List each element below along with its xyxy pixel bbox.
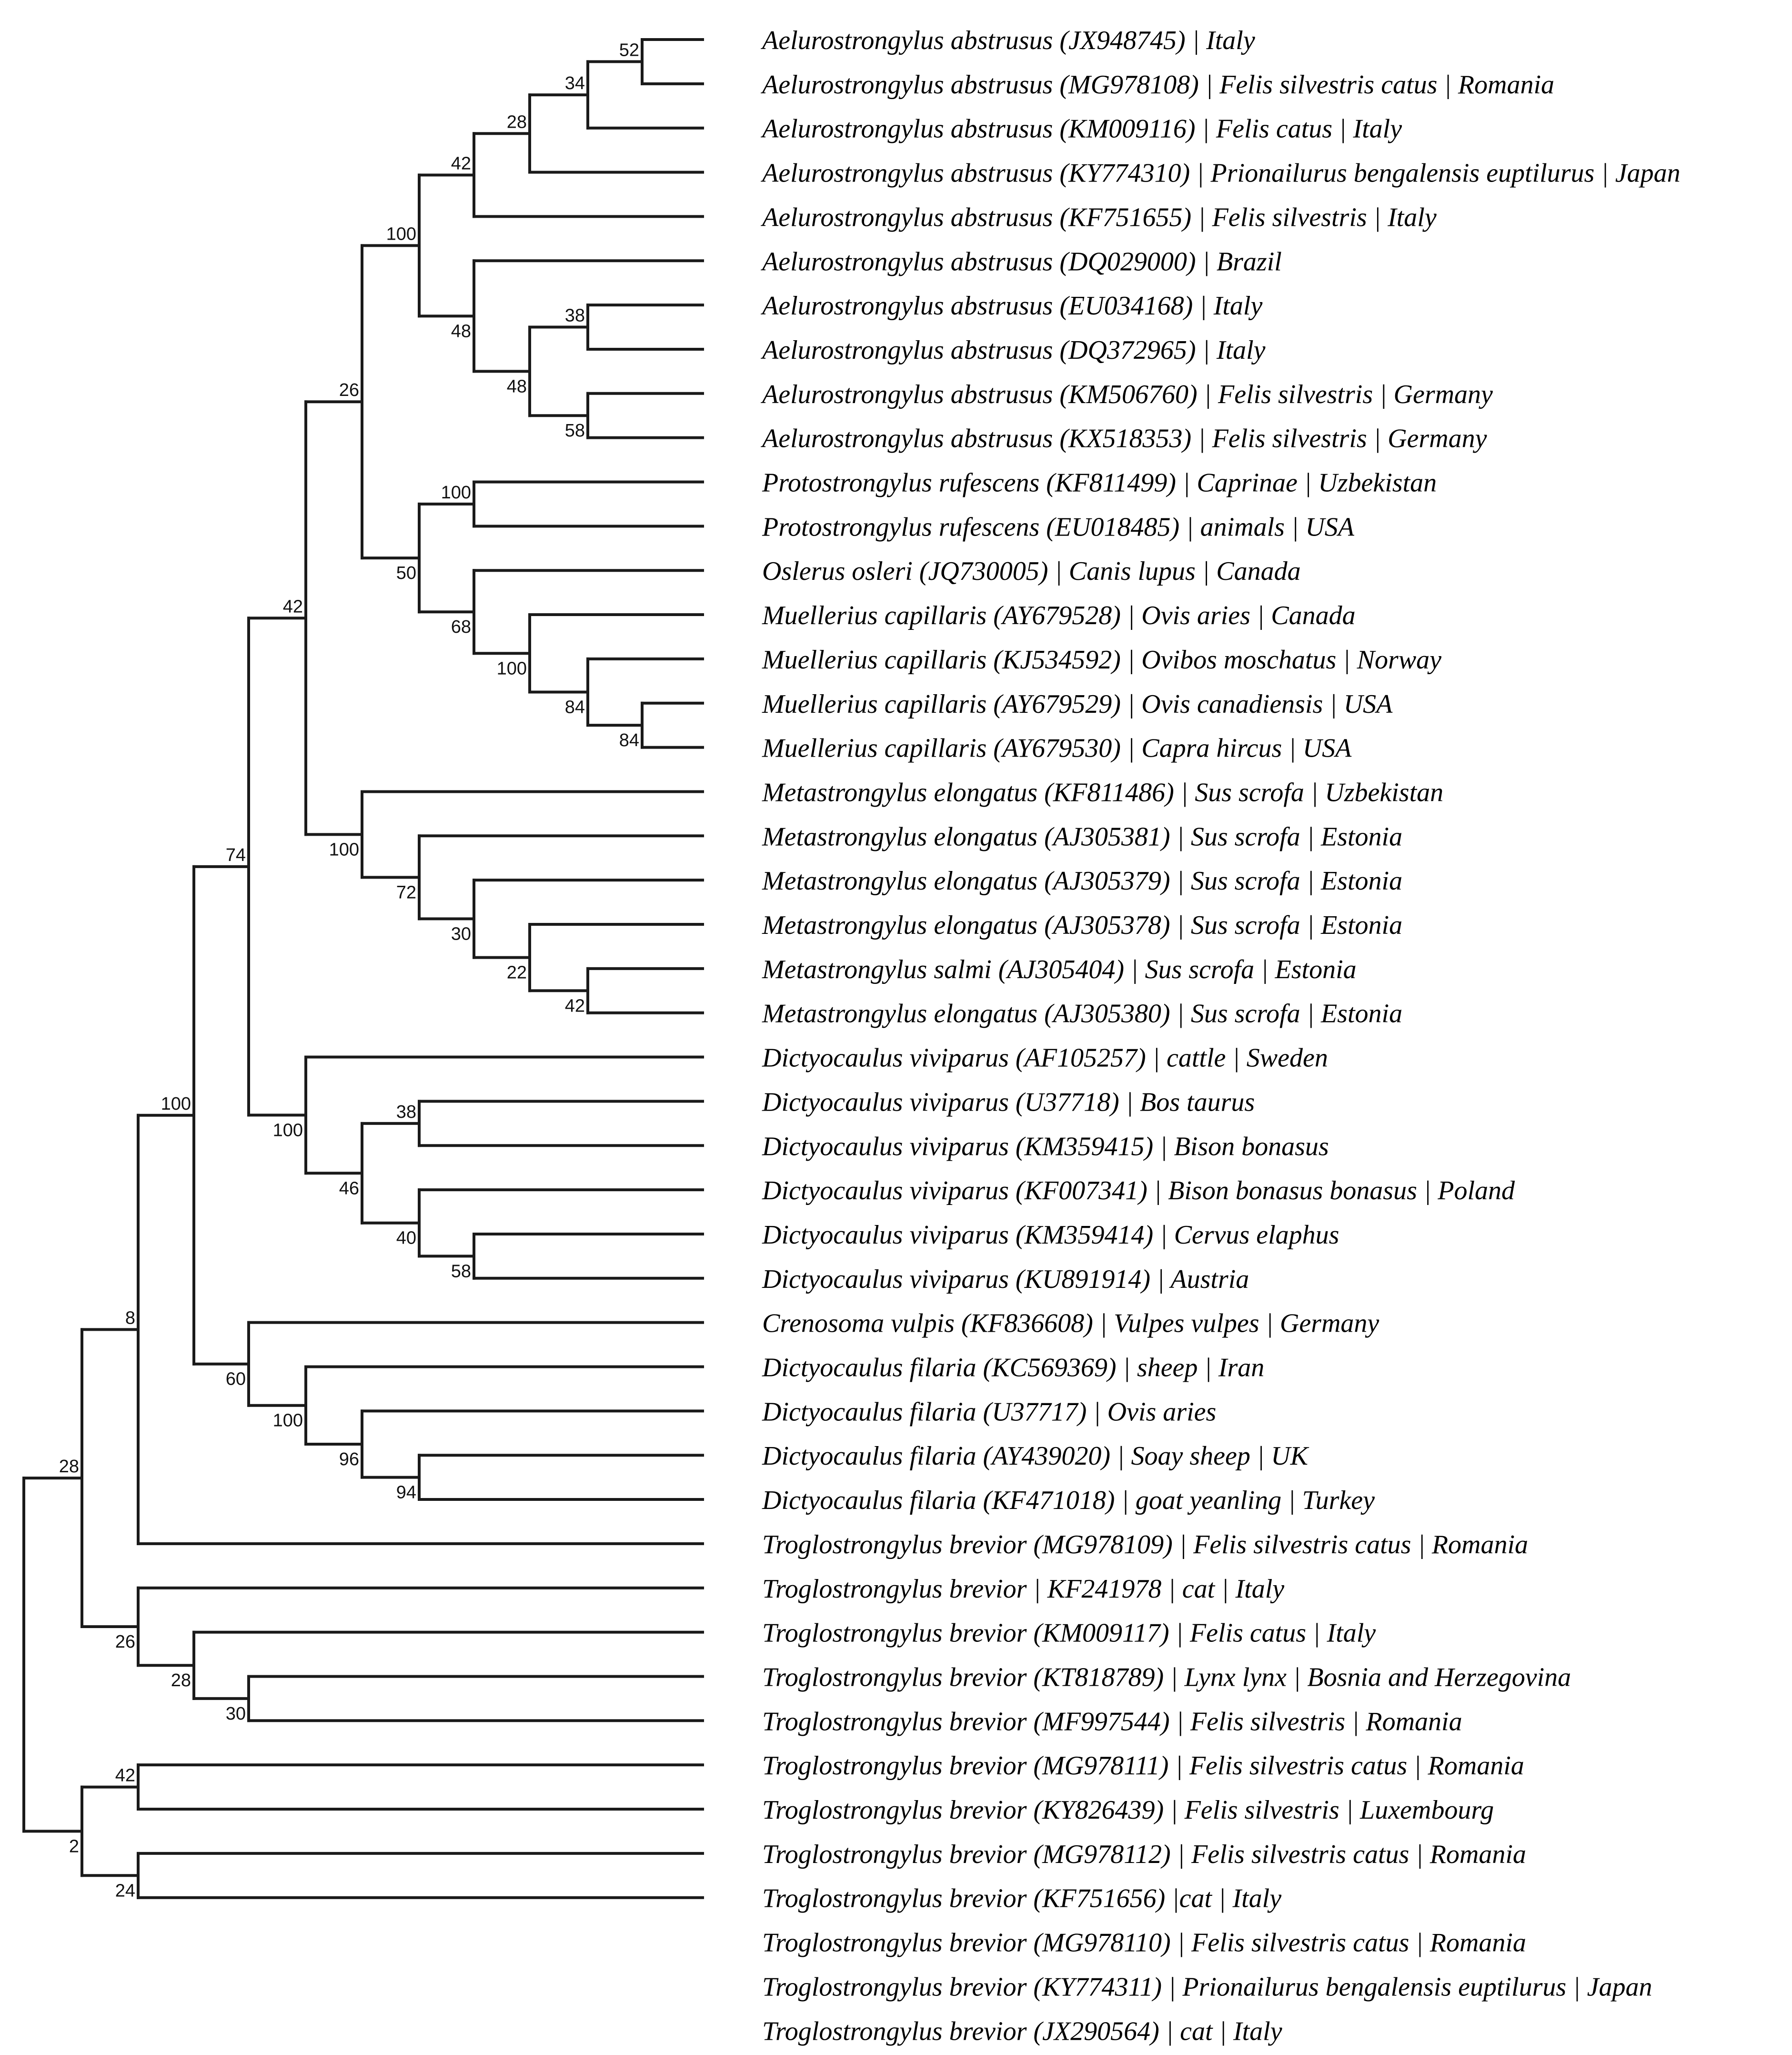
taxon-label: Troglostrongylus brevior (KF751656) |cat… — [762, 1884, 1281, 1913]
bootstrap-value: 74 — [226, 845, 246, 865]
taxon-label: Metastrongylus elongatus (AJ305381) | Su… — [762, 822, 1402, 851]
bootstrap-value: 100 — [273, 1120, 303, 1140]
bootstrap-value: 100 — [497, 658, 527, 678]
bootstrap-value: 58 — [451, 1261, 471, 1281]
bootstrap-value: 30 — [451, 924, 471, 944]
taxon-label: Muellerius capillaris (KJ534592) | Ovibo… — [762, 645, 1441, 675]
taxon-labels: Aelurostrongylus abstrusus (JX948745) | … — [760, 26, 1681, 2046]
bootstrap-value: 42 — [451, 153, 471, 173]
bootstrap-value: 94 — [396, 1483, 416, 1503]
bootstrap-value: 2 — [69, 1836, 79, 1856]
bootstrap-value: 28 — [507, 112, 527, 132]
bootstrap-value: 96 — [339, 1449, 359, 1469]
taxon-label: Aelurostrongylus abstrusus (EU034168) | … — [760, 291, 1262, 321]
taxon-label: Crenosoma vulpis (KF836608) | Vulpes vul… — [762, 1309, 1379, 1338]
bootstrap-value: 38 — [565, 306, 585, 326]
taxon-label: Metastrongylus elongatus (AJ305378) | Su… — [762, 911, 1402, 940]
bootstrap-value: 60 — [226, 1369, 246, 1389]
bootstrap-value: 50 — [396, 563, 416, 583]
bootstrap-value: 84 — [565, 698, 585, 718]
bootstrap-value: 28 — [171, 1670, 191, 1691]
bootstrap-value: 28 — [59, 1457, 79, 1477]
taxon-label: Troglostrongylus brevior (MF997544) | Fe… — [762, 1707, 1462, 1736]
taxon-label: Dictyocaulus viviparus (KF007341) | Biso… — [762, 1176, 1515, 1205]
taxon-label: Metastrongylus elongatus (AJ305379) | Su… — [762, 866, 1402, 896]
taxon-label: Muellerius capillaris (AY679528) | Ovis … — [762, 601, 1356, 630]
taxon-label: Aelurostrongylus abstrusus (KM506760) | … — [760, 380, 1493, 409]
bootstrap-value: 58 — [565, 421, 585, 441]
taxon-label: Dictyocaulus viviparus (U37718) | Bos ta… — [762, 1087, 1255, 1117]
bootstrap-value: 100 — [273, 1411, 303, 1431]
bootstrap-value: 38 — [396, 1102, 416, 1122]
taxon-label: Protostrongylus rufescens (EU018485) | a… — [762, 512, 1355, 542]
taxon-label: Dictyocaulus viviparus (KM359414) | Cerv… — [762, 1220, 1339, 1250]
taxon-label: Aelurostrongylus abstrusus (KM009116) | … — [760, 114, 1402, 144]
taxon-label: Aelurostrongylus abstrusus (KX518353) | … — [760, 424, 1487, 454]
bootstrap-value: 22 — [507, 963, 527, 983]
taxon-label: Dictyocaulus filaria (KF471018) | goat y… — [762, 1486, 1375, 1515]
taxon-label: Aelurostrongylus abstrusus (KF751655) | … — [760, 202, 1437, 232]
bootstrap-value: 40 — [396, 1228, 416, 1248]
taxon-label: Troglostrongylus brevior (MG978111) | Fe… — [762, 1751, 1524, 1781]
taxon-label: Troglostrongylus brevior | KF241978 | ca… — [762, 1574, 1284, 1604]
bootstrap-value: 52 — [619, 40, 639, 60]
bootstrap-value: 26 — [115, 1632, 135, 1652]
bootstrap-value: 8 — [125, 1308, 135, 1328]
taxon-label: Troglostrongylus brevior (JX290564) | ca… — [762, 2016, 1282, 2046]
taxon-label: Muellerius capillaris (AY679530) | Capra… — [762, 734, 1352, 763]
bootstrap-value: 100 — [329, 840, 359, 860]
taxon-label: Dictyocaulus viviparus (KU891914) | Aust… — [762, 1265, 1249, 1294]
taxon-label: Troglostrongylus brevior (KY774311) | Pr… — [762, 1972, 1652, 2002]
bootstrap-value: 68 — [451, 617, 471, 637]
taxon-label: Troglostrongylus brevior (KY826439) | Fe… — [762, 1795, 1494, 1825]
bootstrap-value: 46 — [339, 1178, 359, 1198]
taxon-label: Aelurostrongylus abstrusus (KY774310) | … — [760, 159, 1681, 188]
taxon-label: Troglostrongylus brevior (MG978109) | Fe… — [762, 1530, 1528, 1559]
taxon-label: Dictyocaulus filaria (U37717) | Ovis ari… — [762, 1397, 1216, 1427]
bootstrap-value: 100 — [161, 1094, 191, 1114]
taxon-label: Metastrongylus elongatus (KF811486) | Su… — [762, 778, 1443, 807]
taxon-label: Dictyocaulus filaria (KC569369) | sheep … — [762, 1353, 1264, 1383]
taxon-label: Aelurostrongylus abstrusus (DQ372965) | … — [760, 335, 1266, 365]
taxon-label: Dictyocaulus filaria (AY439020) | Soay s… — [762, 1441, 1309, 1471]
taxon-label: Troglostrongylus brevior (KM009117) | Fe… — [762, 1619, 1376, 1648]
bootstrap-value: 72 — [396, 882, 416, 902]
bootstrap-value: 26 — [339, 380, 359, 400]
taxon-label: Aelurostrongylus abstrusus (DQ029000) | … — [760, 247, 1282, 276]
taxon-label: Metastrongylus elongatus (AJ305380) | Su… — [762, 999, 1402, 1029]
bootstrap-value: 42 — [283, 597, 303, 617]
bootstrap-value: 48 — [451, 321, 471, 341]
taxon-label: Aelurostrongylus abstrusus (JX948745) | … — [760, 26, 1255, 55]
taxon-label: Troglostrongylus brevior (MG978112) | Fe… — [762, 1840, 1526, 1869]
taxon-label: Muellerius capillaris (AY679529) | Ovis … — [762, 689, 1393, 719]
bootstrap-labels: 28 8 100 74 42 26 100 42 28 34 52 48 48 38 58 50 100 68 10… — [59, 40, 639, 1901]
tree-branches — [22, 38, 704, 1899]
bootstrap-value: 34 — [565, 73, 585, 93]
bootstrap-value: 100 — [386, 224, 416, 244]
bootstrap-value: 100 — [441, 483, 471, 503]
taxon-label: Troglostrongylus brevior (MG978110) | Fe… — [762, 1928, 1526, 1958]
taxon-label: Protostrongylus rufescens (KF811499) | C… — [762, 468, 1437, 498]
bootstrap-value: 84 — [619, 730, 639, 750]
taxon-label: Dictyocaulus viviparus (KM359415) | Biso… — [762, 1132, 1329, 1161]
taxon-label: Aelurostrongylus abstrusus (MG978108) | … — [760, 70, 1554, 100]
bootstrap-value: 48 — [507, 376, 527, 396]
taxon-label: Troglostrongylus brevior (KT818789) | Ly… — [762, 1662, 1571, 1692]
bootstrap-value: 42 — [565, 996, 585, 1016]
bootstrap-value: 24 — [115, 1881, 135, 1901]
bootstrap-value: 42 — [115, 1766, 135, 1786]
bootstrap-value: 30 — [226, 1704, 246, 1724]
taxon-label: Oslerus osleri (JQ730005) | Canis lupus … — [762, 557, 1301, 586]
taxon-label: Dictyocaulus viviparus (AF105257) | catt… — [762, 1043, 1328, 1073]
taxon-label: Metastrongylus salmi (AJ305404) | Sus sc… — [762, 955, 1357, 984]
